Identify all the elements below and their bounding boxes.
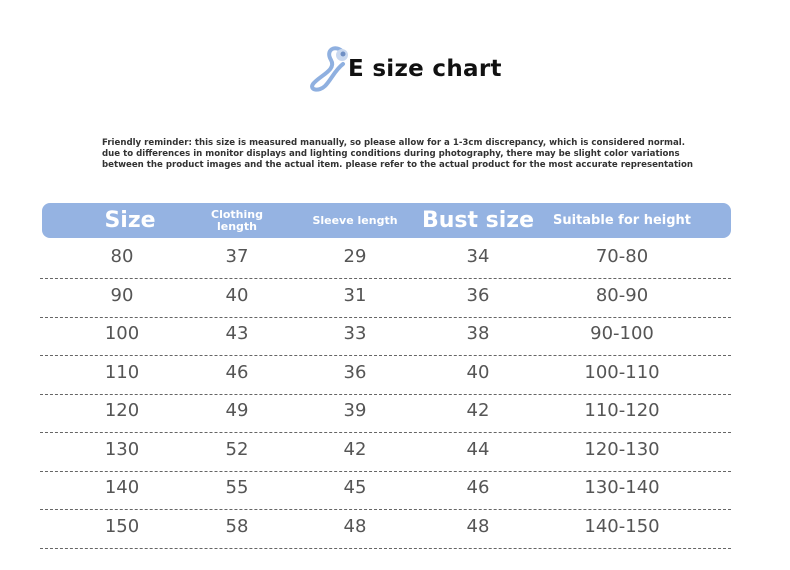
logo-icon (310, 46, 348, 92)
table-cell: 39 (343, 400, 367, 421)
table-cell: 42 (343, 438, 367, 460)
table-row: 150 58 48 48 140-150 (40, 510, 731, 549)
table-row: 100 43 33 38 90-100 (40, 317, 731, 356)
table-row: 120 49 39 42 110-120 (40, 394, 731, 433)
table-cell: 100 (104, 323, 140, 344)
table-cell: 45 (343, 477, 367, 498)
page-title: E size chart (348, 56, 502, 82)
table-cell: 33 (343, 323, 367, 344)
table-cell: 110-120 (584, 400, 660, 421)
friendly-reminder: Friendly reminder: this size is measured… (102, 138, 722, 171)
table-cell: 37 (225, 246, 249, 267)
table-cell: 36 (343, 361, 367, 383)
table-cell: 58 (225, 515, 249, 537)
table-cell: 110 (104, 361, 140, 383)
table-cell: 31 (343, 284, 367, 306)
table-cell: 90 (110, 284, 134, 306)
table-cell: 140 (104, 477, 140, 498)
table-cell: 70-80 (595, 246, 649, 267)
table-cell: 29 (343, 246, 367, 267)
table-cell: 48 (343, 515, 367, 537)
header-bust-size: Bust size (421, 208, 535, 233)
table-row: 130 52 42 44 120-130 (40, 433, 731, 472)
table-cell: 44 (466, 438, 490, 460)
table-header: Size Clothing length Sleeve length Bust … (42, 203, 731, 238)
header-height: Suitable for height (553, 213, 691, 228)
table-cell: 100-110 (584, 361, 660, 383)
table-cell: 120-130 (584, 438, 660, 460)
table-row: 80 37 29 34 70-80 (40, 240, 731, 279)
table-cell: 140-150 (584, 515, 660, 537)
table-row: 140 55 45 46 130-140 (40, 471, 731, 510)
table-cell: 55 (225, 477, 249, 498)
table-cell: 38 (466, 323, 490, 344)
table-cell: 36 (466, 284, 490, 306)
table-row: 90 40 31 36 80-90 (40, 279, 731, 318)
table-cell: 80-90 (595, 284, 649, 306)
table-cell: 40 (466, 361, 490, 383)
reminder-line: due to differences in monitor displays a… (102, 149, 680, 159)
table-cell: 52 (225, 438, 249, 460)
header-clothing-length: Clothing length (211, 207, 263, 233)
header-sleeve-length: Sleeve length (312, 213, 398, 227)
table-cell: 120 (104, 400, 140, 421)
table-cell: 80 (110, 246, 134, 267)
table-cell: 49 (225, 400, 249, 421)
table-row: 110 46 36 40 100-110 (40, 356, 731, 395)
table-cell: 43 (225, 323, 249, 344)
reminder-line: between the product images and the actua… (102, 160, 694, 170)
table-cell: 130 (104, 438, 140, 460)
table-cell: 150 (104, 515, 140, 537)
table-cell: 40 (225, 284, 249, 306)
table-cell: 130-140 (584, 477, 660, 498)
table-cell: 34 (466, 246, 490, 267)
table-cell: 90-100 (590, 323, 654, 344)
reminder-line: Friendly reminder: this size is measured… (102, 138, 685, 148)
header-size: Size (104, 208, 156, 233)
table-cell: 48 (466, 515, 490, 537)
table-cell: 46 (466, 477, 490, 498)
table-cell: 46 (225, 361, 249, 383)
table-cell: 42 (466, 400, 490, 421)
